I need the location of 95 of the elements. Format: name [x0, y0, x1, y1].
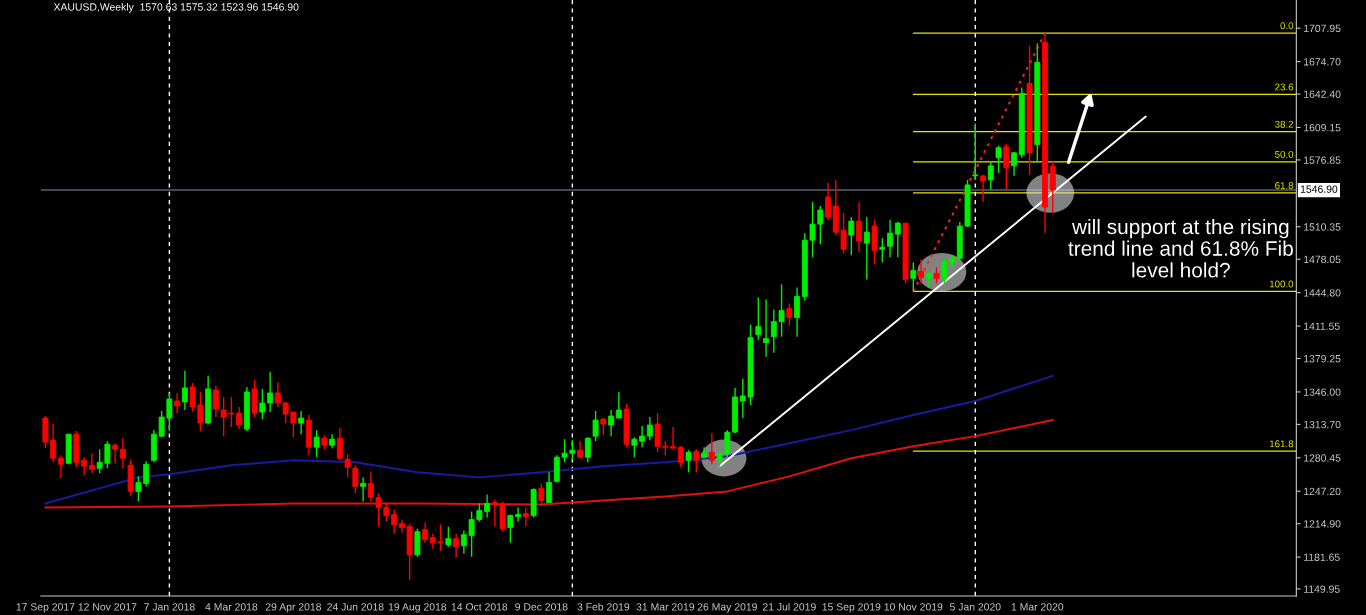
candlestick [995, 145, 1002, 174]
candlestick [848, 216, 855, 256]
annotation: 161.8 [1269, 440, 1294, 448]
candlestick [422, 521, 429, 544]
candlestick [584, 436, 591, 463]
candlestick [608, 409, 615, 437]
y-tick-label: 1510.35 [1304, 223, 1341, 231]
candlestick [794, 286, 801, 338]
candlestick [825, 182, 832, 221]
x-tick-label: 21 Jul 2019 [762, 602, 816, 611]
y-tick-label: 1379.25 [1304, 355, 1341, 363]
candlestick [174, 392, 181, 414]
y-tick-label: 1674.70 [1304, 58, 1341, 66]
candlestick [763, 298, 770, 358]
y-tick-label: 1247.20 [1304, 487, 1341, 496]
candlestick [546, 471, 553, 504]
candlestick [987, 161, 994, 191]
chart-title: XAUUSD,Weekly 1570.63 1575.32 1523.96 1546.90 [53, 2, 299, 13]
x-tick-label: 3 Feb 2019 [577, 602, 630, 611]
candlestick [786, 302, 793, 327]
candlestick [336, 427, 343, 461]
line-series [44, 419, 1054, 509]
candlestick [677, 445, 684, 468]
candlestick [894, 221, 901, 258]
y-tick-label: 1214.90 [1304, 520, 1341, 528]
candlestick [941, 257, 948, 285]
candlestick [1049, 160, 1056, 214]
candlestick [344, 453, 351, 479]
candlestick [972, 122, 979, 181]
y-tick-label: 1642.40 [1304, 90, 1341, 98]
x-tick-label: 29 Apr 2018 [265, 603, 322, 613]
candlestick [538, 482, 545, 506]
candlestick [918, 258, 925, 285]
y-tick-label: 1149.95 [1304, 585, 1340, 593]
annotation: 0.0 [1280, 22, 1294, 30]
candlestick [414, 527, 421, 558]
candlestick [1011, 151, 1018, 177]
x-tick-label: 10 Nov 2019 [884, 603, 943, 611]
annotation: will support at the rising trend line and 61.8% Fib level hold? [1068, 218, 1293, 278]
candlestick [360, 476, 367, 503]
candlestick [708, 432, 715, 465]
candlestick [863, 216, 870, 281]
annotation: 38.2 [1275, 120, 1294, 128]
candlestick [352, 464, 359, 495]
candlestick [856, 201, 863, 253]
x-tick-label: 4 Mar 2018 [205, 603, 258, 611]
candlestick [910, 261, 917, 293]
line-series [44, 374, 1054, 505]
x-tick-label: 19 Aug 2018 [388, 603, 447, 613]
y-tick-label: 1444.80 [1304, 289, 1341, 297]
candlestick [615, 391, 622, 419]
y-tick-label: 1280.45 [1304, 454, 1341, 462]
y-tick-label: 1576.85 [1304, 156, 1341, 164]
candlestick [522, 506, 529, 528]
x-tick-label: 9 Dec 2018 [515, 603, 568, 611]
x-tick-label: 5 Jan 2020 [949, 603, 1001, 611]
annotation: 100.0 [1269, 280, 1294, 288]
y-tick-label: 1478.05 [1304, 255, 1341, 264]
y-tick-label: 1346.00 [1304, 388, 1341, 396]
x-tick-label: 1 Mar 2020 [1011, 603, 1064, 611]
candlestick [445, 525, 452, 548]
candlestick [112, 442, 119, 464]
candlestick [181, 370, 188, 411]
candlestick [685, 449, 692, 474]
candlestick [592, 410, 599, 442]
annotation: 50.0 [1275, 150, 1294, 158]
x-tick-label: 7 Jan 2018 [144, 603, 195, 611]
x-tick-label: 15 Sep 2019 [822, 603, 881, 613]
candlestick [879, 237, 886, 263]
y-tick-label: 1411.55 [1304, 322, 1340, 330]
y-tick-label: 1609.15 [1304, 123, 1341, 132]
candlestick [119, 437, 126, 470]
x-tick-label: 31 Mar 2019 [636, 603, 695, 611]
annotation: 61.8 [1275, 182, 1294, 189]
candlestick [88, 452, 95, 475]
candlestick [887, 219, 894, 258]
annotation: 23.6 [1275, 83, 1294, 91]
x-tick-label: 14 Oct 2018 [451, 603, 508, 611]
candlestick [693, 448, 700, 474]
candlestick [57, 454, 64, 480]
x-tick-label: 12 Nov 2017 [78, 603, 137, 611]
candlestick [298, 410, 305, 435]
candlestick [313, 429, 320, 458]
candlestick [980, 174, 987, 203]
candlestick [755, 296, 762, 341]
ref-line-label: 1546.90 [1300, 185, 1338, 193]
y-tick-label: 1313.70 [1304, 420, 1341, 429]
x-tick-label: 26 May 2019 [697, 603, 757, 613]
y-tick-label: 1707.95 [1304, 24, 1341, 33]
candlestick [1003, 143, 1010, 191]
candlestick [453, 532, 460, 559]
x-tick-label: 24 Jun 2018 [327, 603, 384, 611]
candlestick [646, 416, 653, 441]
y-tick-label: 1181.65 [1304, 553, 1340, 561]
x-tick-label: 17 Sep 2017 [16, 603, 75, 613]
